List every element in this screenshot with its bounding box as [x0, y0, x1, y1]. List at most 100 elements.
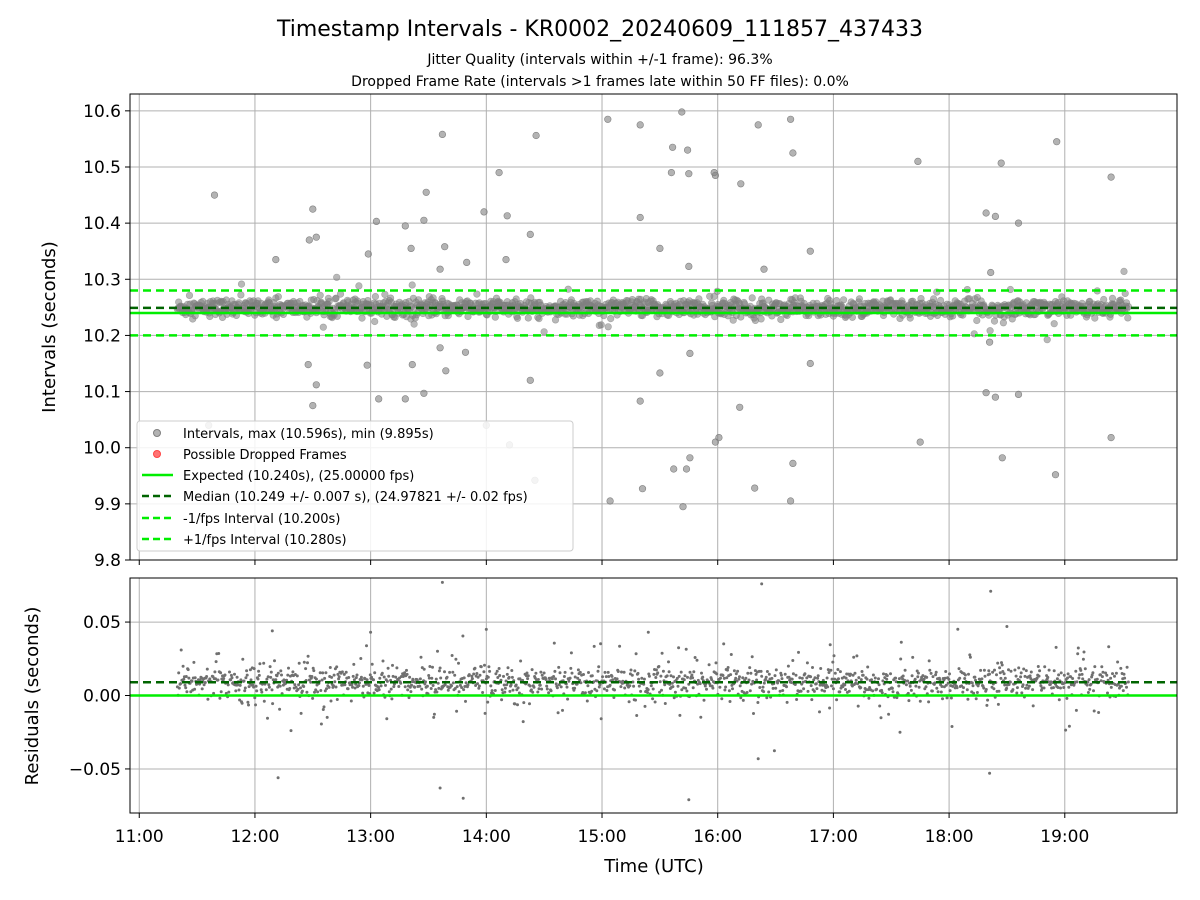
residual-point — [748, 689, 752, 693]
residual-point — [838, 690, 842, 694]
residual-point — [680, 688, 684, 692]
residual-point — [439, 676, 443, 680]
residual-point — [325, 687, 328, 691]
residual-point — [450, 654, 454, 657]
interval-point-outlier — [272, 256, 280, 264]
residual-point — [1052, 669, 1056, 673]
residual-point — [289, 729, 293, 733]
residual-point — [557, 665, 561, 669]
residual-point — [476, 682, 479, 686]
residual-point — [877, 677, 880, 681]
residual-point — [1093, 665, 1097, 669]
residual-point — [988, 672, 991, 676]
residual-point — [805, 661, 809, 665]
residual-point — [1082, 650, 1086, 654]
residual-point — [387, 690, 391, 694]
residual-point — [983, 674, 987, 678]
interval-point-outlier — [685, 262, 693, 271]
residual-point-outlier — [989, 589, 993, 593]
residual-point — [406, 688, 410, 692]
residual-point — [324, 671, 328, 675]
x-tick-label: 15:00 — [578, 827, 627, 847]
residual-point — [879, 716, 883, 720]
interval-point-outlier — [667, 169, 676, 177]
residual-point — [505, 683, 509, 687]
residual-point — [436, 681, 440, 685]
residual-point — [528, 684, 532, 688]
residual-point — [534, 671, 538, 675]
residual-point — [500, 688, 504, 692]
residual-point — [553, 669, 557, 673]
residual-point — [810, 698, 814, 702]
interval-point-outlier — [375, 395, 383, 403]
residual-point — [958, 676, 962, 680]
residual-point — [1013, 668, 1017, 672]
residual-point — [407, 696, 411, 700]
residual-point — [1020, 691, 1024, 695]
residual-point — [725, 676, 729, 680]
interval-point — [513, 314, 522, 322]
residual-point — [698, 682, 702, 686]
residual-point — [771, 686, 775, 690]
residual-point — [637, 677, 641, 681]
residual-point — [451, 670, 455, 674]
interval-point — [524, 314, 532, 322]
residual-point — [365, 678, 369, 682]
residual-point — [1056, 686, 1060, 689]
residual-point — [1066, 672, 1070, 676]
residual-point — [603, 670, 607, 674]
residual-point — [242, 679, 246, 683]
residual-point — [909, 688, 913, 692]
legend-label-dropped: Possible Dropped Frames — [183, 448, 347, 463]
residual-point — [247, 703, 250, 707]
residual-point — [616, 670, 620, 673]
interval-point-outlier — [309, 402, 317, 410]
residual-point — [1111, 672, 1114, 676]
interval-point-outlier — [636, 213, 644, 222]
y-tick-label: 10.0 — [83, 439, 121, 459]
residual-point-outlier — [756, 757, 760, 761]
residual-point — [762, 690, 766, 694]
residual-point — [460, 686, 464, 689]
residual-point — [1024, 669, 1028, 673]
residual-point — [785, 700, 789, 704]
legend-item-intervals: Intervals, max (10.596s), min (9.895s) — [153, 427, 434, 442]
residual-point — [360, 678, 364, 682]
interval-point — [1100, 295, 1108, 304]
residual-point — [615, 677, 619, 681]
residual-point — [228, 670, 231, 674]
residual-point — [729, 653, 733, 656]
residual-point — [634, 652, 638, 656]
residual-point — [502, 683, 506, 687]
interval-point — [371, 317, 379, 326]
residual-point — [701, 675, 705, 679]
residual-point — [695, 658, 699, 662]
residual-point — [772, 749, 776, 753]
residual-point — [728, 700, 732, 703]
residual-point — [239, 678, 243, 682]
residual-point — [385, 717, 389, 721]
residual-point — [288, 687, 292, 690]
residual-point — [647, 674, 651, 678]
residual-point — [968, 653, 972, 657]
residual-point — [295, 674, 299, 678]
residual-point — [545, 684, 549, 688]
residual-point — [213, 670, 217, 674]
residual-point — [973, 675, 977, 679]
residual-point — [622, 670, 626, 674]
residual-point — [597, 685, 601, 689]
y-tick-label: 10.1 — [83, 383, 121, 403]
residual-point — [274, 678, 278, 682]
residual-point — [885, 674, 889, 678]
residual-point — [252, 667, 256, 671]
residual-point — [249, 678, 253, 682]
residual-point — [481, 691, 485, 694]
residual-point — [354, 676, 358, 680]
residual-point — [737, 677, 741, 681]
residual-point — [711, 686, 715, 690]
residual-point — [448, 670, 452, 674]
residual-point — [814, 682, 818, 686]
residual-point — [1062, 673, 1066, 677]
interval-point-outlier — [503, 212, 511, 220]
residual-point — [871, 689, 875, 693]
